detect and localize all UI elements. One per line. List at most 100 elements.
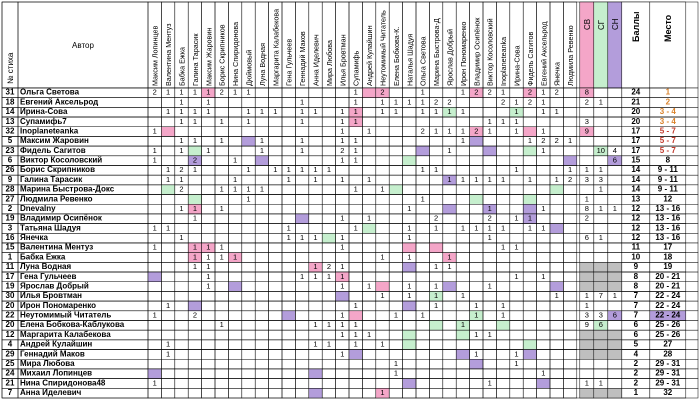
vote-value: 1 [193, 136, 197, 145]
juror-name: Фидель Сагитов [526, 32, 535, 86]
vote-value: 1 [461, 88, 465, 97]
score-value: 15 [631, 156, 640, 165]
vote-value: 1 [434, 165, 438, 174]
vote-value: 1 [220, 252, 224, 261]
place-value: 18 [663, 252, 672, 261]
score-value: 14 [631, 185, 640, 194]
author-name: Владимир Осипёнок [20, 214, 103, 223]
vote-value: 1 [246, 185, 250, 194]
vote-value: 1 [220, 204, 224, 213]
vote-value: 1 [340, 107, 344, 116]
row-number: 27 [6, 194, 15, 203]
juror-name: Геннадий Маков [298, 31, 307, 86]
juror-name: Владимир Осипёнок [472, 17, 481, 86]
vote-value: 1 [153, 223, 157, 232]
vote-value: 1 [528, 175, 532, 184]
vote-value: 1 [407, 223, 411, 232]
vote-value: 1 [340, 272, 344, 281]
vote-value: 1 [206, 243, 210, 252]
vote-value: 1 [514, 107, 518, 116]
score-value: 17 [631, 136, 640, 145]
vote-value: 1 [407, 281, 411, 290]
cg-value: 6 [599, 320, 603, 329]
place-value: 13 - 16 [655, 233, 680, 242]
vote-value: 2 [555, 136, 559, 145]
vote-cell [402, 155, 417, 166]
vote-value: 2 [488, 214, 492, 223]
vote-value: 1 [354, 301, 358, 310]
vote-value: 1 [514, 165, 518, 174]
cb-value: 6 [585, 233, 589, 242]
cb-value: 9 [585, 320, 589, 329]
juror-name: Мира Любова [325, 40, 334, 86]
author-name: Ярослав Добрый [20, 281, 89, 290]
vote-value: 1 [246, 88, 250, 97]
vote-value: 1 [220, 320, 224, 329]
vote-value: 1 [220, 117, 224, 126]
juror-name: Маргарита Калабекова [271, 9, 280, 86]
vote-value: 1 [514, 97, 518, 106]
cb-value: 1 [585, 194, 589, 203]
vote-value: 1 [179, 175, 183, 184]
juror-name: Бабка Ежка [178, 47, 187, 86]
vote-cell [522, 339, 537, 350]
vote-value: 1 [447, 107, 451, 116]
juror-name: Виктор Косоловский [486, 18, 495, 86]
score-value: 24 [631, 88, 640, 97]
row-number: 9 [8, 175, 13, 184]
vote-value: 1 [340, 136, 344, 145]
author-name: Ирина-Сова [20, 107, 68, 116]
vote-value: 1 [260, 107, 264, 116]
vote-value: 1 [233, 185, 237, 194]
score-value: 12 [631, 233, 640, 242]
row-number: 31 [6, 88, 15, 97]
vote-value: 1 [193, 165, 197, 174]
cb-cell [579, 388, 595, 399]
cb-value: 2 [585, 214, 589, 223]
score-value: 2 [634, 378, 639, 387]
vote-value: 2 [488, 88, 492, 97]
vote-value: 1 [354, 136, 358, 145]
score-value: 11 [632, 243, 641, 252]
vote-value: 1 [179, 107, 183, 116]
vote-value: 1 [488, 204, 492, 213]
vote-value: 1 [153, 378, 157, 387]
vote-value: 1 [541, 204, 545, 213]
vote-value: 2 [220, 88, 224, 97]
vote-value: 1 [300, 272, 304, 281]
author-header: Автор [72, 41, 94, 50]
cb-value: 1 [585, 301, 589, 310]
vote-value: 1 [340, 175, 344, 184]
vote-cell [429, 320, 444, 331]
author-name: Фидель Сагитов [20, 146, 86, 155]
author-name: Евгений Аксельрод [20, 97, 98, 106]
vote-value: 1 [327, 272, 331, 281]
row-number: 13 [6, 117, 15, 126]
cg-cell [593, 329, 609, 341]
author-name: Андрей Кулайшин [20, 340, 92, 349]
vote-value: 1 [300, 117, 304, 126]
vote-value: 1 [260, 185, 264, 194]
cg-value: 1 [599, 165, 603, 174]
vote-value: 1 [273, 107, 277, 116]
vote-cell [402, 339, 417, 350]
place-value: 9 - 11 [658, 175, 679, 184]
cb-value: 8 [585, 88, 589, 97]
cb-value: 9 [585, 126, 589, 135]
cn-cell [607, 329, 623, 341]
vote-cell [161, 126, 176, 137]
score-value: 21 [631, 97, 640, 106]
vote-value: 1 [434, 107, 438, 116]
vote-cell [469, 194, 484, 205]
score-value: 8 [634, 281, 639, 290]
place-value: 12 [663, 194, 672, 203]
vote-value: 1 [461, 291, 465, 300]
vote-value: 1 [434, 126, 438, 135]
vote-value: 2 [474, 126, 478, 135]
author-name: Максим Жаровин [20, 136, 89, 145]
vote-value: 1 [474, 349, 478, 358]
vote-cell [187, 194, 202, 205]
vote-value: 1 [340, 320, 344, 329]
place-value: 20 - 21 [655, 281, 680, 290]
vote-value: 1 [233, 88, 237, 97]
